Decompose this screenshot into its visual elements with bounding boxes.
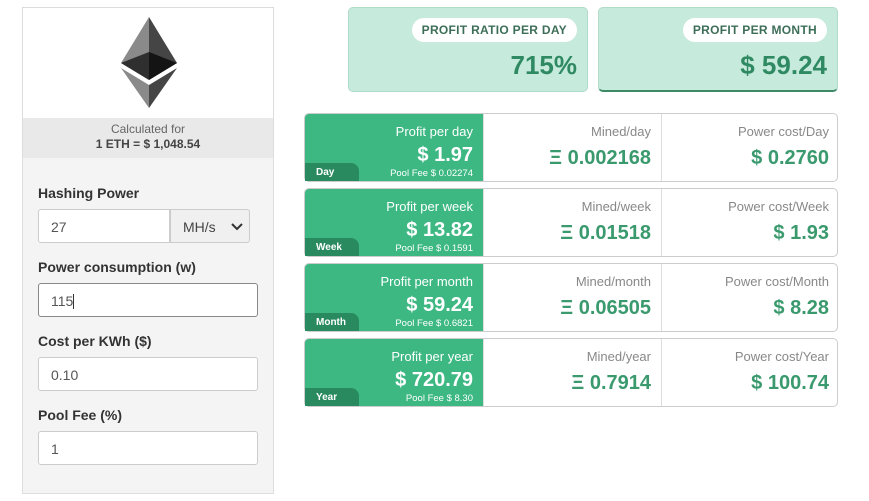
pool-fee: Pool Fee $ 0.6821 [395, 318, 473, 329]
mined-label: Mined/week [581, 199, 651, 214]
input[interactable]: 0.10 [38, 357, 258, 391]
profit-label: Profit per day [395, 124, 473, 139]
profit-cell: Profit per month $ 59.24 Pool Fee $ 0.6821… [305, 264, 483, 331]
eth-logo [121, 17, 177, 108]
caret [73, 294, 75, 309]
power-value: $ 100.74 [751, 372, 829, 394]
eth-logo-box [23, 8, 273, 118]
sidebar: Calculated for 1 ETH = $ 1,048.54 Hashin… [22, 7, 274, 494]
period-tag: Year [305, 388, 359, 406]
rate-box: Calculated for 1 ETH = $ 1,048.54 [23, 118, 273, 158]
period-row: Profit per year $ 720.79 Pool Fee $ 8.30 Ye… [304, 338, 838, 407]
summary-card: PROFIT PER MONTH $ 59.24 [598, 7, 838, 92]
unit-select[interactable]: MH/s [170, 209, 250, 243]
period-tag: Day [305, 163, 359, 181]
field-label: Cost per KWh ($) [38, 333, 152, 349]
summary-label: PROFIT PER MONTH [682, 18, 827, 42]
period-row: Profit per week $ 13.82 Pool Fee $ 0.1591 W… [304, 188, 838, 257]
period-tag: Week [305, 238, 359, 256]
profit-value: $ 59.24 [406, 294, 473, 316]
pool-fee: Pool Fee $ 8.30 [405, 393, 473, 404]
mined-label: Mined/year [586, 349, 651, 364]
power-cell: Power cost/Week $ 1.93 [661, 189, 839, 256]
power-cell: Power cost/Month $ 8.28 [661, 264, 839, 331]
mined-value: Ξ 0.06505 [560, 297, 651, 319]
input[interactable]: 1 [38, 431, 258, 465]
mined-cell: Mined/month Ξ 0.06505 [483, 264, 661, 331]
field-label: Hashing Power [38, 185, 140, 201]
profit-label: Profit per year [391, 349, 473, 364]
summary-card: PROFIT RATIO PER DAY 715% [348, 7, 588, 92]
profit-value: $ 720.79 [395, 369, 473, 391]
pool-fee: Pool Fee $ 0.02274 [390, 168, 473, 179]
field-label: Power consumption (w) [38, 259, 196, 275]
eth-rate: 1 ETH = $ 1,048.54 [95, 137, 201, 151]
profit-label: Profit per week [386, 199, 473, 214]
mined-label: Mined/month [575, 274, 651, 289]
power-value: $ 8.28 [773, 297, 829, 319]
mined-value: Ξ 0.01518 [560, 222, 651, 244]
mined-label: Mined/day [591, 124, 651, 139]
summary-value: $ 59.24 [740, 50, 827, 80]
mined-value: Ξ 0.7914 [571, 372, 651, 394]
power-cell: Power cost/Year $ 100.74 [661, 339, 839, 406]
mined-cell: Mined/day Ξ 0.002168 [483, 114, 661, 181]
calc-label: Calculated for [110, 122, 186, 136]
mined-cell: Mined/year Ξ 0.7914 [483, 339, 661, 406]
power-label: Power cost/Month [724, 274, 829, 289]
mined-cell: Mined/week Ξ 0.01518 [483, 189, 661, 256]
period-tag: Month [305, 313, 359, 331]
summary-value: 715% [510, 50, 578, 80]
profit-cell: Profit per year $ 720.79 Pool Fee $ 8.30 Ye… [305, 339, 483, 406]
chevron [231, 223, 243, 231]
power-label: Power cost/Year [734, 349, 829, 364]
field-label: Pool Fee (%) [38, 407, 123, 423]
profit-label: Profit per month [380, 274, 474, 289]
period-row: Profit per month $ 59.24 Pool Fee $ 0.6821… [304, 263, 838, 332]
summary-label: PROFIT RATIO PER DAY [411, 18, 577, 42]
power-label: Power cost/Day [737, 124, 829, 139]
period-row: Profit per day $ 1.97 Pool Fee $ 0.02274 Da… [304, 113, 838, 182]
profit-cell: Profit per week $ 13.82 Pool Fee $ 0.1591 W… [305, 189, 483, 256]
mined-value: Ξ 0.002168 [549, 147, 651, 169]
power-label: Power cost/Week [728, 199, 829, 214]
power-value: $ 1.93 [773, 222, 829, 244]
pool-fee: Pool Fee $ 0.1591 [395, 243, 473, 254]
power-cell: Power cost/Day $ 0.2760 [661, 114, 839, 181]
profit-value: $ 1.97 [417, 144, 473, 166]
profit-cell: Profit per day $ 1.97 Pool Fee $ 0.02274 Da… [305, 114, 483, 181]
input[interactable]: 27 [38, 209, 170, 243]
power-value: $ 0.2760 [751, 147, 829, 169]
input[interactable]: 115 [38, 283, 258, 317]
profit-value: $ 13.82 [406, 219, 473, 241]
